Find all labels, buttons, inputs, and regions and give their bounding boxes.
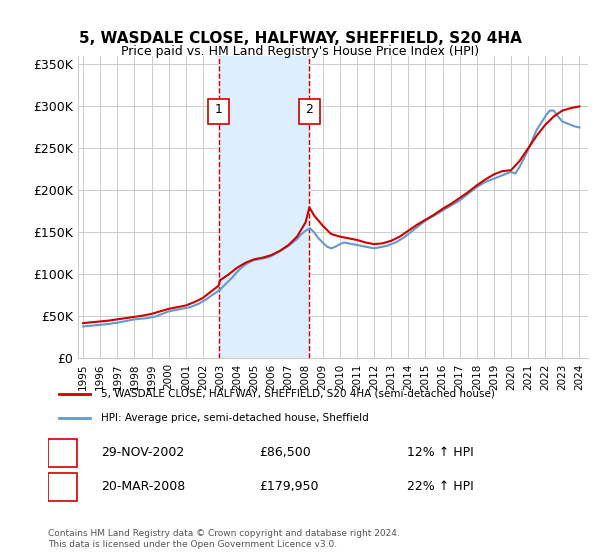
FancyBboxPatch shape (48, 439, 77, 466)
Text: 22% ↑ HPI: 22% ↑ HPI (407, 480, 474, 493)
Text: 20-MAR-2008: 20-MAR-2008 (101, 480, 185, 493)
Text: 12% ↑ HPI: 12% ↑ HPI (407, 446, 474, 459)
Text: HPI: Average price, semi-detached house, Sheffield: HPI: Average price, semi-detached house,… (101, 413, 368, 423)
FancyBboxPatch shape (208, 99, 229, 124)
Text: 2: 2 (58, 480, 66, 493)
Text: Price paid vs. HM Land Registry's House Price Index (HPI): Price paid vs. HM Land Registry's House … (121, 45, 479, 58)
Text: 2: 2 (305, 103, 313, 116)
Text: 5, WASDALE CLOSE, HALFWAY, SHEFFIELD, S20 4HA: 5, WASDALE CLOSE, HALFWAY, SHEFFIELD, S2… (79, 31, 521, 46)
Text: 29-NOV-2002: 29-NOV-2002 (101, 446, 184, 459)
Text: £179,950: £179,950 (259, 480, 319, 493)
Bar (218, 56, 310, 358)
Text: 5, WASDALE CLOSE, HALFWAY, SHEFFIELD, S20 4HA (semi-detached house): 5, WASDALE CLOSE, HALFWAY, SHEFFIELD, S2… (101, 389, 494, 399)
Text: 1: 1 (215, 103, 223, 116)
Text: 1: 1 (58, 446, 66, 459)
Text: Contains HM Land Registry data © Crown copyright and database right 2024.
This d: Contains HM Land Registry data © Crown c… (48, 529, 400, 549)
Text: £86,500: £86,500 (259, 446, 311, 459)
FancyBboxPatch shape (48, 473, 77, 501)
FancyBboxPatch shape (299, 99, 320, 124)
